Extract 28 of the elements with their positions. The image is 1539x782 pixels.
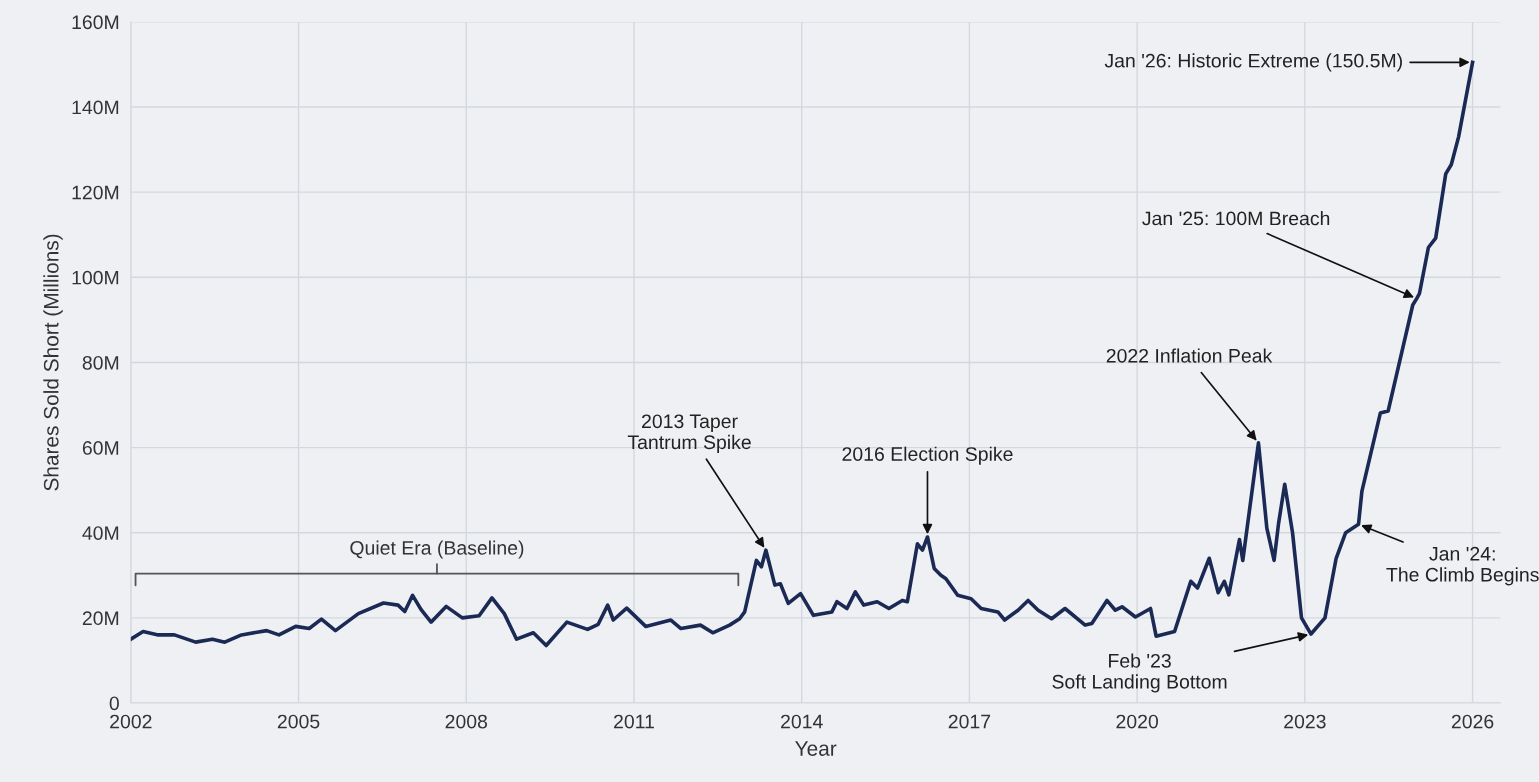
x-tick-label: 2017	[948, 714, 991, 729]
annotation: Jan '25: 100M Breach	[1142, 211, 1330, 226]
annotation: 2022 Inflation Peak	[1106, 348, 1273, 363]
x-tick-label: 2002	[110, 714, 152, 729]
y-tick-label: 160M	[72, 15, 119, 30]
annotation: Feb '23 Soft Landing Bottom	[1052, 653, 1227, 693]
x-axis-title: Year	[795, 741, 837, 756]
annotation: Jan '26: Historic Extreme (150.5M)	[1104, 53, 1402, 72]
y-tick-label: 20M	[82, 611, 119, 626]
annotation: 2016 Election Spike	[842, 446, 1013, 465]
x-tick-label: 2005	[277, 714, 320, 729]
x-tick-label: 2011	[614, 714, 654, 729]
y-axis-title: Shares Sold Short (Millions)	[43, 234, 63, 491]
annotation: Jan '24: The Climb Begins	[1386, 546, 1539, 586]
y-tick-label: 140M	[72, 100, 119, 115]
y-tick-label: 0	[109, 696, 119, 711]
x-tick-label: 2020	[1116, 714, 1158, 729]
y-tick-label: 120M	[72, 185, 119, 200]
y-tick-label: 60M	[82, 441, 119, 455]
annotation: Quiet Era (Baseline)	[350, 540, 524, 559]
x-tick-label: 2014	[781, 714, 823, 729]
x-tick-label: 2026	[1451, 714, 1494, 729]
x-tick-label: 2023	[1284, 714, 1326, 729]
x-tick-label: 2008	[445, 714, 488, 729]
annotation: 2013 Taper Tantrum Spike	[627, 414, 751, 453]
y-tick-label: 100M	[72, 270, 119, 285]
y-tick-label: 40M	[82, 526, 119, 540]
y-tick-label: 80M	[82, 355, 119, 370]
